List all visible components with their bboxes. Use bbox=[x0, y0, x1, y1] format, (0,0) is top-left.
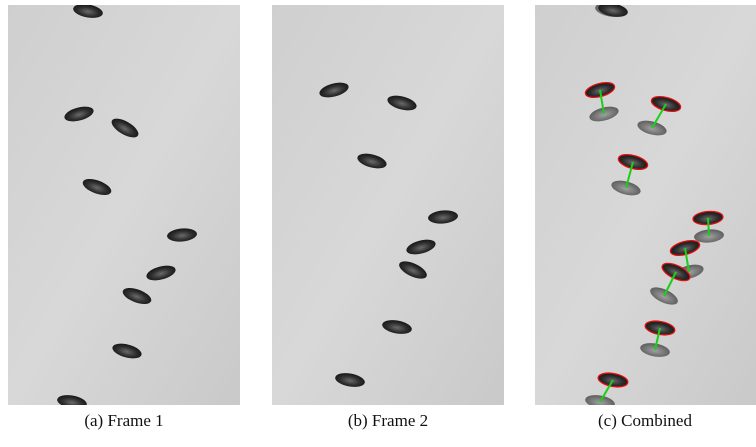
caption: (c) Combined bbox=[598, 411, 692, 430]
displacement-vector bbox=[708, 218, 709, 236]
figure: (a) Frame 1 (b) Frame 2 (c) Combined bbox=[0, 0, 756, 442]
caption: (b) Frame 2 bbox=[348, 411, 428, 430]
page: (a) Frame 1 (b) Frame 2 (c) Combined (()… bbox=[0, 0, 756, 442]
caption: (a) Frame 1 bbox=[84, 411, 163, 430]
panel-frame-2 bbox=[272, 5, 504, 405]
